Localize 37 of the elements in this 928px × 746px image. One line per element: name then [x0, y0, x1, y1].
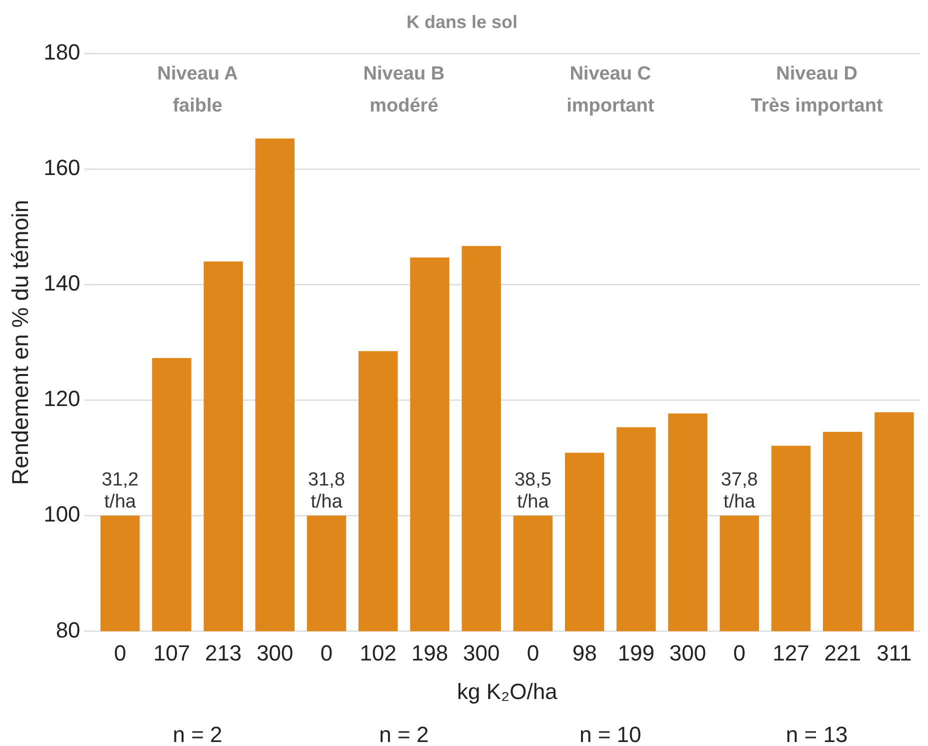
- y-tick-label: 120: [44, 386, 80, 412]
- x-tick-label: 311: [876, 640, 912, 666]
- x-tick-label: 300: [462, 640, 500, 666]
- text: n = 2: [379, 722, 429, 746]
- text: n = 13: [786, 722, 848, 746]
- chart-title: K dans le sol: [406, 12, 518, 32]
- annotation: 31,8 t/ha: [308, 470, 346, 513]
- x-tick-label: 199: [618, 640, 655, 666]
- x-tick-label: 0: [526, 640, 540, 666]
- annotation: Niveau C important: [566, 64, 655, 117]
- x-tick-label: 300: [256, 640, 294, 666]
- x-tick-label: 0: [733, 640, 746, 666]
- x-tick-label: 198: [411, 640, 448, 666]
- x-tick-label: 0: [320, 640, 333, 666]
- y-tick-label: 140: [44, 270, 80, 296]
- x-tick-label: 221: [824, 640, 861, 666]
- y-tick-label: 100: [44, 502, 80, 527]
- x-tick-label: 0: [114, 640, 126, 666]
- annotation: Niveau D Très important: [750, 64, 884, 117]
- annotation: Niveau B modéré: [363, 64, 445, 117]
- text: n = 10: [579, 722, 642, 746]
- x-tick-label: 107: [153, 640, 190, 666]
- x-tick-label: 98: [572, 640, 597, 666]
- annotation: 37,8 t/ha: [720, 470, 758, 513]
- y-tick-label: 160: [44, 155, 80, 180]
- annotation: 38,5 t/ha: [514, 470, 552, 513]
- y-tick-label: 180: [44, 40, 80, 65]
- x-tick-label: 102: [360, 640, 396, 666]
- y-axis-title: Rendement en % du témoin: [7, 200, 34, 485]
- annotation: 31,2 t/ha: [102, 470, 139, 513]
- x-tick-label: 300: [669, 640, 706, 666]
- x-axis-title: kg K₂O/ha: [457, 678, 558, 704]
- x-tick-label: 213: [204, 640, 242, 666]
- annotation: Niveau A faible: [157, 64, 238, 117]
- x-tick-label: 127: [772, 640, 810, 666]
- text: n = 2: [172, 722, 222, 746]
- y-tick-label: 80: [56, 617, 80, 642]
